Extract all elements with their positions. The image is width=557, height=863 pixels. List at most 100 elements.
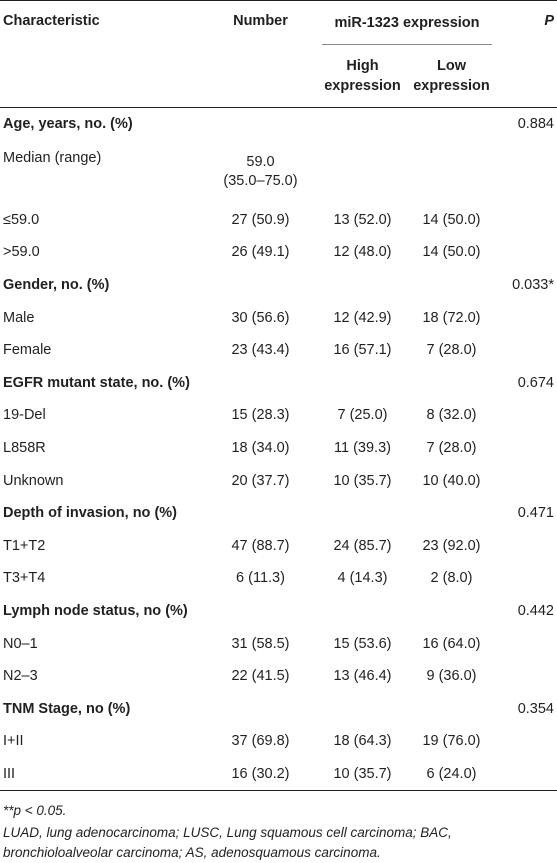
header-row-1: Characteristic Number miR-1323 expressio…	[0, 0, 557, 108]
table-group-row: EGFR mutant state, no. (%) 0.674	[0, 367, 557, 400]
row-low-expression	[407, 595, 496, 628]
header-high-line1: High	[346, 58, 379, 74]
table-row: ≤59.0 27 (50.9) 13 (52.0) 14 (50.0)	[0, 204, 557, 237]
row-number	[203, 367, 318, 400]
row-label: TNM Stage, no (%)	[3, 700, 131, 717]
row-label: L858R	[3, 440, 46, 457]
row-high-expression	[318, 367, 407, 400]
row-high-expression: 18 (64.3)	[333, 733, 392, 750]
table-row: T1+T2 47 (88.7) 24 (85.7) 23 (92.0)	[0, 530, 557, 563]
row-label: III	[0, 757, 203, 792]
table-group-row: Gender, no. (%) 0.033*	[0, 269, 557, 302]
header-high-line2: expression	[324, 78, 401, 94]
row-high-expression	[318, 108, 407, 141]
row-number: 23 (43.4)	[231, 342, 290, 359]
row-high-expression: 7 (25.0)	[337, 407, 388, 424]
header-high-expression: High expression	[318, 45, 407, 108]
row-p-value	[496, 757, 557, 792]
row-label: ≤59.0	[3, 211, 40, 228]
row-number-range: (35.0–75.0)	[223, 173, 298, 190]
row-label: Unknown	[3, 472, 64, 489]
row-number: 59.0 (35.0–75.0)	[203, 141, 318, 204]
table-row: Median (range) 59.0 (35.0–75.0)	[0, 141, 557, 204]
row-label: Depth of invasion, no (%)	[3, 505, 177, 522]
row-label: I+II	[3, 733, 24, 750]
row-p-value	[496, 530, 557, 563]
row-label: T1+T2	[3, 537, 46, 554]
header-expression-group: miR-1323 expression	[318, 0, 496, 45]
row-label: >59.0	[3, 244, 40, 261]
row-p-value	[496, 334, 557, 367]
header-number: Number	[203, 0, 318, 108]
row-low-expression: 18 (72.0)	[422, 309, 481, 326]
row-label: Female	[3, 342, 52, 359]
row-label: Age, years, no. (%)	[3, 116, 133, 133]
row-low-expression: 23 (92.0)	[422, 537, 481, 554]
table-group-row: TNM Stage, no (%) 0.354	[0, 693, 557, 726]
header-characteristic: Characteristic	[0, 0, 203, 108]
row-high-expression: 11 (39.3)	[334, 440, 391, 457]
row-low-expression: 8 (32.0)	[426, 407, 477, 424]
row-p-value	[496, 204, 557, 237]
table-row: III 16 (30.2) 10 (35.7) 6 (24.0)	[0, 757, 557, 792]
row-label: EGFR mutant state, no. (%)	[3, 374, 190, 391]
row-low-expression	[407, 141, 496, 204]
row-high-expression	[318, 141, 407, 204]
row-number	[203, 269, 318, 302]
row-number: 22 (41.5)	[231, 668, 290, 685]
row-low-expression: 7 (28.0)	[426, 440, 477, 457]
row-number: 15 (28.3)	[231, 407, 290, 424]
row-high-expression: 13 (52.0)	[333, 211, 392, 228]
row-label: Median (range)	[3, 149, 102, 166]
row-low-expression	[407, 693, 496, 726]
row-high-expression: 12 (48.0)	[333, 244, 392, 261]
table-group-row: Lymph node status, no (%) 0.442	[0, 595, 557, 628]
row-p-value	[496, 627, 557, 660]
characteristics-table: Characteristic Number miR-1323 expressio…	[0, 0, 557, 792]
footnote-abbreviations: LUAD, lung adenocarcinoma; LUSC, Lung sq…	[3, 825, 452, 861]
row-p-value	[496, 236, 557, 269]
table-body: Age, years, no. (%) 0.884 Median (range) 59…	[0, 108, 557, 792]
row-number: 47 (88.7)	[231, 537, 290, 554]
header-low-expression: Low expression	[407, 45, 496, 108]
row-low-expression: 2 (8.0)	[430, 570, 473, 587]
table-footnotes: **p < 0.05. LUAD, lung adenocarcinoma; L…	[0, 791, 557, 863]
footnote-significance: **p < 0.05.	[3, 803, 67, 819]
header-row-2: High expression Low expression	[0, 45, 557, 108]
row-low-expression	[407, 367, 496, 400]
row-number: 18 (34.0)	[231, 440, 290, 457]
row-p-value: 0.884	[517, 116, 554, 133]
row-p-value	[496, 141, 557, 204]
row-p-value	[496, 399, 557, 432]
row-high-expression: 4 (14.3)	[337, 570, 388, 587]
table-row: Unknown 20 (37.7) 10 (35.7) 10 (40.0)	[0, 464, 557, 497]
row-label: Gender, no. (%)	[3, 277, 110, 294]
row-number-value: 59.0	[246, 154, 275, 171]
row-low-expression: 19 (76.0)	[422, 733, 481, 750]
row-p-value	[496, 562, 557, 595]
row-high-expression	[318, 269, 407, 302]
row-number: 16 (30.2)	[203, 757, 318, 792]
row-p-value	[496, 464, 557, 497]
row-p-value: 0.033*	[512, 277, 554, 294]
table-row: Female 23 (43.4) 16 (57.1) 7 (28.0)	[0, 334, 557, 367]
row-high-expression	[318, 595, 407, 628]
row-low-expression	[407, 497, 496, 530]
row-p-value	[496, 301, 557, 334]
row-number	[203, 108, 318, 141]
header-p: P	[496, 0, 557, 108]
table-group-row: Depth of invasion, no (%) 0.471	[0, 497, 557, 530]
row-label: Male	[3, 309, 35, 326]
row-low-expression: 7 (28.0)	[426, 342, 477, 359]
header-expression: miR-1323 expression	[334, 15, 480, 31]
row-low-expression: 10 (40.0)	[422, 472, 481, 489]
row-high-expression	[318, 693, 407, 726]
row-number	[203, 693, 318, 726]
row-high-expression: 10 (35.7)	[333, 472, 392, 489]
table-row: N0–1 31 (58.5) 15 (53.6) 16 (64.0)	[0, 627, 557, 660]
row-p-value: 0.442	[517, 603, 554, 620]
row-p-value	[496, 725, 557, 758]
row-number: 31 (58.5)	[231, 635, 290, 652]
table-row: Male 30 (56.6) 12 (42.9) 18 (72.0)	[0, 301, 557, 334]
